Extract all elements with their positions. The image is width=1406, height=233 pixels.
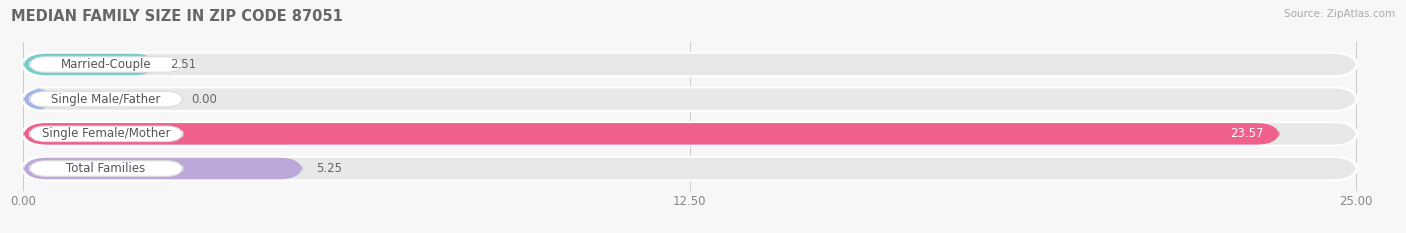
FancyBboxPatch shape — [30, 91, 183, 107]
FancyBboxPatch shape — [30, 126, 183, 142]
Text: MEDIAN FAMILY SIZE IN ZIP CODE 87051: MEDIAN FAMILY SIZE IN ZIP CODE 87051 — [11, 9, 343, 24]
FancyBboxPatch shape — [22, 54, 157, 75]
Text: 2.51: 2.51 — [170, 58, 197, 71]
FancyBboxPatch shape — [20, 156, 1360, 181]
FancyBboxPatch shape — [30, 161, 183, 176]
FancyBboxPatch shape — [20, 121, 1360, 147]
Text: Married-Couple: Married-Couple — [60, 58, 152, 71]
FancyBboxPatch shape — [22, 88, 55, 110]
Text: Total Families: Total Families — [66, 162, 146, 175]
FancyBboxPatch shape — [22, 54, 1357, 75]
Text: Source: ZipAtlas.com: Source: ZipAtlas.com — [1284, 9, 1395, 19]
Text: 0.00: 0.00 — [191, 93, 217, 106]
FancyBboxPatch shape — [22, 88, 1357, 110]
FancyBboxPatch shape — [22, 158, 304, 179]
FancyBboxPatch shape — [20, 86, 1360, 112]
FancyBboxPatch shape — [20, 52, 1360, 77]
Text: Single Male/Father: Single Male/Father — [52, 93, 160, 106]
FancyBboxPatch shape — [22, 123, 1357, 145]
Text: 23.57: 23.57 — [1230, 127, 1264, 140]
FancyBboxPatch shape — [30, 57, 183, 72]
Text: 5.25: 5.25 — [316, 162, 342, 175]
Text: Single Female/Mother: Single Female/Mother — [42, 127, 170, 140]
FancyBboxPatch shape — [22, 123, 1279, 145]
FancyBboxPatch shape — [22, 158, 1357, 179]
